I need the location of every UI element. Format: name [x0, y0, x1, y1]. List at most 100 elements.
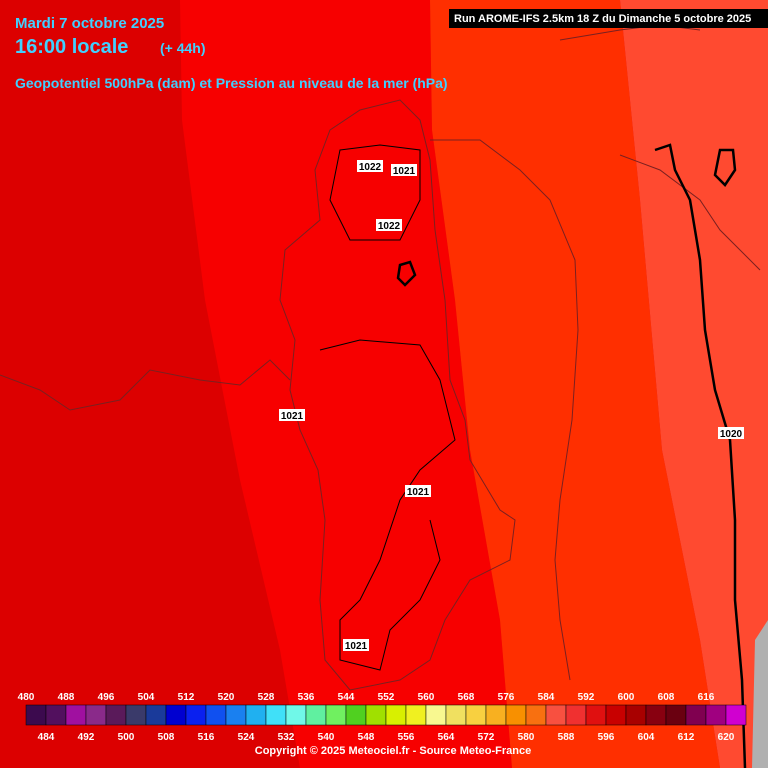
- color-swatch: [105, 704, 127, 726]
- field-band: [430, 0, 720, 768]
- legend-label: 592: [578, 692, 595, 703]
- date: Mardi 7 octobre 2025: [15, 15, 164, 32]
- label-box: [405, 485, 431, 497]
- label-box: [357, 160, 383, 172]
- lead-time: (+ 44h): [160, 40, 206, 56]
- color-swatch: [685, 704, 707, 726]
- isobar-label: 1021: [407, 487, 430, 498]
- legend-label: 600: [618, 692, 635, 703]
- legend-label: 488: [58, 692, 75, 703]
- label-box: [279, 409, 305, 421]
- copyright: Copyright © 2025 Meteociel.fr - Source M…: [255, 745, 531, 757]
- color-swatch: [125, 704, 147, 726]
- color-swatch: [205, 704, 227, 726]
- color-swatch: [265, 704, 287, 726]
- legend-label: 536: [298, 692, 315, 703]
- legend-label: 584: [538, 692, 555, 703]
- color-swatch: [645, 704, 667, 726]
- label-box: [376, 219, 402, 231]
- color-swatch: [705, 704, 727, 726]
- legend-label: 608: [658, 692, 675, 703]
- legend-label: 596: [598, 732, 615, 743]
- color-swatch: [485, 704, 507, 726]
- color-swatch: [565, 704, 587, 726]
- label-box: [343, 639, 369, 651]
- color-swatch: [85, 704, 107, 726]
- legend-label: 508: [158, 732, 175, 743]
- legend-label: 564: [438, 732, 455, 743]
- color-swatch: [285, 704, 307, 726]
- color-swatch: [605, 704, 627, 726]
- legend-label: 568: [458, 692, 475, 703]
- isobar-label: 1022: [378, 221, 401, 232]
- subtitle: Geopotentiel 500hPa (dam) et Pression au…: [15, 75, 448, 91]
- color-swatch: [45, 704, 67, 726]
- color-swatch: [325, 704, 347, 726]
- color-swatch: [585, 704, 607, 726]
- legend-label: 532: [278, 732, 295, 743]
- color-swatch: [25, 704, 47, 726]
- land-outside: [752, 620, 768, 768]
- legend-label: 480: [18, 692, 35, 703]
- legend-label: 620: [718, 732, 735, 743]
- isobar-label: 1020: [720, 429, 743, 440]
- color-swatch: [365, 704, 387, 726]
- color-swatch: [305, 704, 327, 726]
- legend-label: 520: [218, 692, 235, 703]
- color-swatch: [465, 704, 487, 726]
- isobar-label: 1021: [281, 411, 304, 422]
- legend-label: 512: [178, 692, 195, 703]
- color-swatch: [225, 704, 247, 726]
- legend-label: 540: [318, 732, 335, 743]
- color-swatch: [505, 704, 527, 726]
- color-swatch: [405, 704, 427, 726]
- legend-label: 560: [418, 692, 435, 703]
- legend-label: 500: [118, 732, 135, 743]
- legend-label: 588: [558, 732, 575, 743]
- isobar-label: 1022: [359, 162, 382, 173]
- time: 16:00 locale: [15, 36, 128, 58]
- isobar-labels: 1022 1021 1022 1021 1021 1021 1020: [279, 160, 744, 652]
- legend-label: 580: [518, 732, 535, 743]
- run-info: Run AROME-IFS 2.5km 18 Z du Dimanche 5 o…: [454, 13, 751, 25]
- legend-label: 548: [358, 732, 375, 743]
- label-box: [391, 164, 417, 176]
- color-swatch: [525, 704, 547, 726]
- field-band: [180, 0, 512, 768]
- legend-label: 492: [78, 732, 95, 743]
- color-swatch: [145, 704, 167, 726]
- color-swatch: [165, 704, 187, 726]
- legend-label: 556: [398, 732, 415, 743]
- color-swatch: [725, 704, 747, 726]
- color-swatch: [385, 704, 407, 726]
- label-box: [718, 427, 744, 439]
- legend-label: 528: [258, 692, 275, 703]
- color-swatch: [545, 704, 567, 726]
- legend-label: 484: [38, 732, 55, 743]
- legend-label: 544: [338, 692, 355, 703]
- color-swatch: [625, 704, 647, 726]
- isobars: [319, 143, 747, 769]
- run-box: [449, 9, 768, 28]
- color-swatch: [65, 704, 87, 726]
- legend-label: 552: [378, 692, 395, 703]
- color-swatch: [345, 704, 367, 726]
- legend-label: 516: [198, 732, 215, 743]
- color-swatch: [665, 704, 687, 726]
- legend-label: 604: [638, 732, 655, 743]
- color-swatch: [245, 704, 267, 726]
- legend-label: 576: [498, 692, 515, 703]
- legend-label: 612: [678, 732, 695, 743]
- legend-label: 572: [478, 732, 495, 743]
- legend-label: 616: [698, 692, 715, 703]
- legend-label: 524: [238, 732, 255, 743]
- legend-label: 496: [98, 692, 115, 703]
- color-swatch: [185, 704, 207, 726]
- field-band: [620, 0, 768, 768]
- legend-label: 504: [138, 692, 155, 703]
- color-swatch: [425, 704, 447, 726]
- legend: 480 488 496 504 512 520 528 536 544 552 560 568 576 5…: [18, 692, 747, 743]
- isobar-label: 1021: [393, 166, 416, 177]
- isobar-label: 1021: [345, 641, 368, 652]
